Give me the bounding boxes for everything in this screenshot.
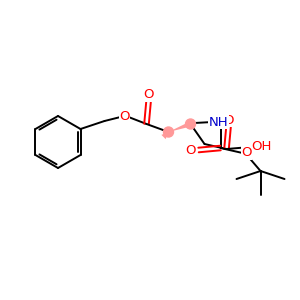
Circle shape xyxy=(185,119,196,129)
Text: O: O xyxy=(185,143,196,157)
Text: O: O xyxy=(119,110,130,122)
Text: NH: NH xyxy=(209,116,228,128)
Polygon shape xyxy=(161,132,169,139)
Text: O: O xyxy=(241,146,252,160)
Text: O: O xyxy=(143,88,154,101)
Circle shape xyxy=(164,127,173,137)
Polygon shape xyxy=(169,122,191,132)
Text: O: O xyxy=(223,113,234,127)
Text: OH: OH xyxy=(251,140,272,154)
